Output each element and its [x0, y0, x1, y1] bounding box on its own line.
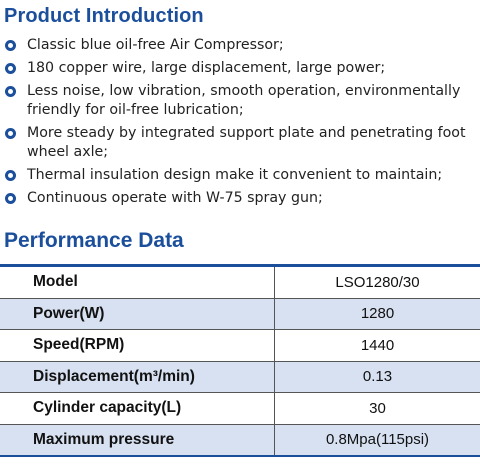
- product-introduction-heading: Product Introduction: [4, 5, 204, 27]
- row-value: 0.13: [274, 361, 480, 393]
- row-value: 1440: [274, 329, 480, 362]
- list-item: More steady by integrated support plate …: [0, 124, 480, 162]
- row-value: 1280: [274, 298, 480, 330]
- list-item: Classic blue oil-free Air Compressor;: [0, 36, 480, 55]
- circle-bullet-icon: [5, 86, 16, 97]
- list-item: Less noise, low vibration, smooth operat…: [0, 82, 480, 120]
- table-row: Displacement(m³/min) 0.13: [0, 361, 480, 393]
- table-row: Cylinder capacity(L) 30: [0, 392, 480, 425]
- row-label: Speed(RPM): [0, 329, 275, 362]
- row-label: Model: [0, 267, 275, 299]
- circle-bullet-icon: [5, 40, 16, 51]
- performance-data-heading: Performance Data: [4, 229, 184, 252]
- table-row: Maximum pressure 0.8Mpa(115psi): [0, 424, 480, 457]
- table-row: Speed(RPM) 1440: [0, 329, 480, 362]
- feature-list: Classic blue oil-free Air Compressor; 18…: [0, 36, 480, 212]
- row-label: Cylinder capacity(L): [0, 392, 275, 425]
- row-label: Displacement(m³/min): [0, 361, 275, 393]
- circle-bullet-icon: [5, 193, 16, 204]
- row-value: 0.8Mpa(115psi): [274, 424, 480, 457]
- circle-bullet-icon: [5, 63, 16, 74]
- circle-bullet-icon: [5, 170, 16, 181]
- row-label: Power(W): [0, 298, 275, 330]
- table-top-rule: [0, 264, 480, 267]
- table-row: Power(W) 1280: [0, 298, 480, 330]
- circle-bullet-icon: [5, 128, 16, 139]
- list-item: Thermal insulation design make it conven…: [0, 166, 480, 185]
- list-item: 180 copper wire, large displacement, lar…: [0, 59, 480, 78]
- row-label: Maximum pressure: [0, 424, 275, 457]
- performance-table: Model LSO1280/30 Power(W) 1280 Speed(RPM…: [0, 267, 480, 457]
- list-item: Continuous operate with W-75 spray gun;: [0, 189, 480, 208]
- row-value: LSO1280/30: [274, 267, 480, 299]
- row-value: 30: [274, 392, 480, 425]
- table-row: Model LSO1280/30: [0, 267, 480, 299]
